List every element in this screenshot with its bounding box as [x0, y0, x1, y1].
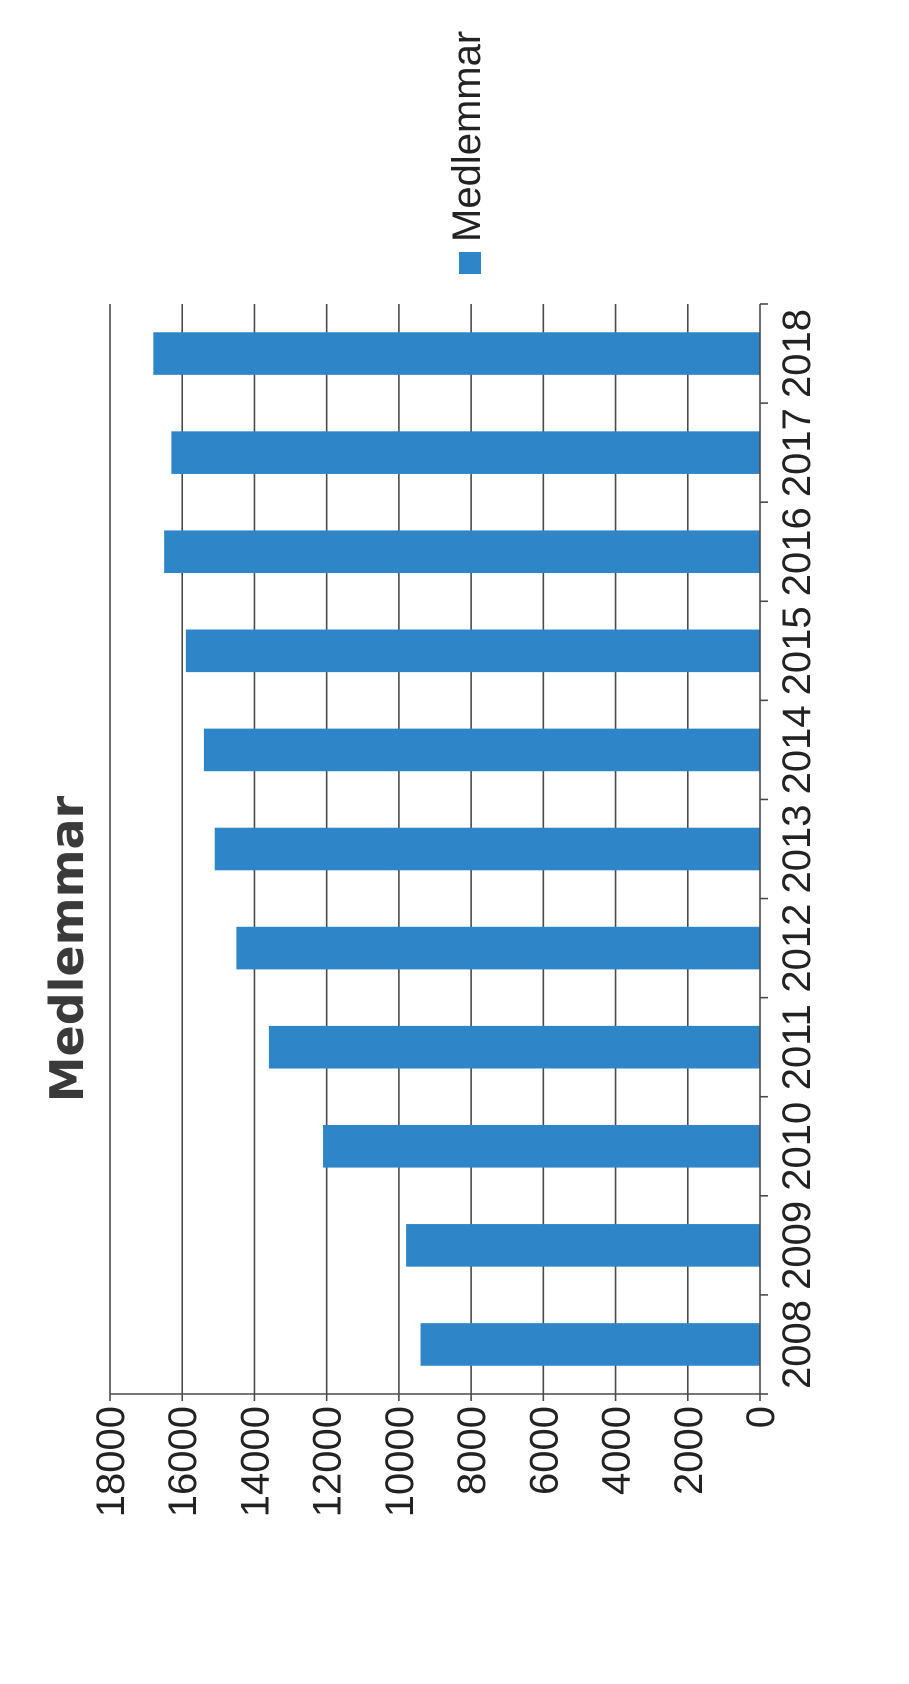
chart-title: Medlemmar — [40, 795, 94, 1102]
x-tick-label: 2016 — [775, 507, 819, 596]
bars — [153, 332, 761, 1366]
bar — [185, 629, 761, 673]
y-tick-label: 14000 — [233, 1406, 277, 1517]
y-tick-label: 16000 — [161, 1406, 205, 1517]
x-tick-label: 2018 — [775, 309, 819, 398]
x-tick-labels: 2008 2009 2010 2011 2012 2013 2014 2015 2016 2017… — [775, 309, 819, 1389]
legend-swatch — [459, 252, 481, 274]
bar — [171, 431, 760, 474]
x-tick-label: 2008 — [775, 1300, 819, 1389]
x-tick-label: 2015 — [775, 606, 819, 695]
legend-label-medlemmar: Medlemmar — [445, 31, 489, 242]
x-tick-label: 2017 — [775, 408, 819, 497]
x-tick-label: 2010 — [775, 1102, 819, 1191]
y-tick-label: 0 — [739, 1406, 783, 1428]
y-tick-label: 10000 — [378, 1406, 422, 1517]
y-tick-label: 6000 — [522, 1406, 566, 1495]
x-tick-label: 2013 — [775, 805, 819, 894]
x-tick-label: 2014 — [775, 705, 819, 794]
bar — [406, 1224, 760, 1267]
y-tick-label: 12000 — [306, 1406, 350, 1517]
y-tick-labels: 0 2000 4000 6000 8000 10000 12000 14000 16000 180… — [89, 1406, 783, 1517]
bar — [268, 1025, 760, 1069]
bar — [236, 926, 760, 970]
bar — [214, 827, 760, 871]
y-tick-label: 18000 — [89, 1406, 133, 1517]
x-tick-label: 2012 — [775, 904, 819, 993]
y-tick-label: 4000 — [595, 1406, 639, 1495]
bar — [420, 1323, 760, 1366]
legend: Medlemmar — [445, 31, 489, 274]
bar — [164, 530, 760, 574]
bar — [153, 332, 761, 375]
bar — [323, 1124, 760, 1168]
axes — [109, 303, 768, 1401]
x-tick-label: 2009 — [775, 1201, 819, 1290]
x-tick-label: 2011 — [775, 1004, 819, 1090]
y-tick-label: 2000 — [667, 1406, 711, 1495]
bar — [203, 728, 760, 772]
y-tick-label: 8000 — [450, 1406, 494, 1495]
